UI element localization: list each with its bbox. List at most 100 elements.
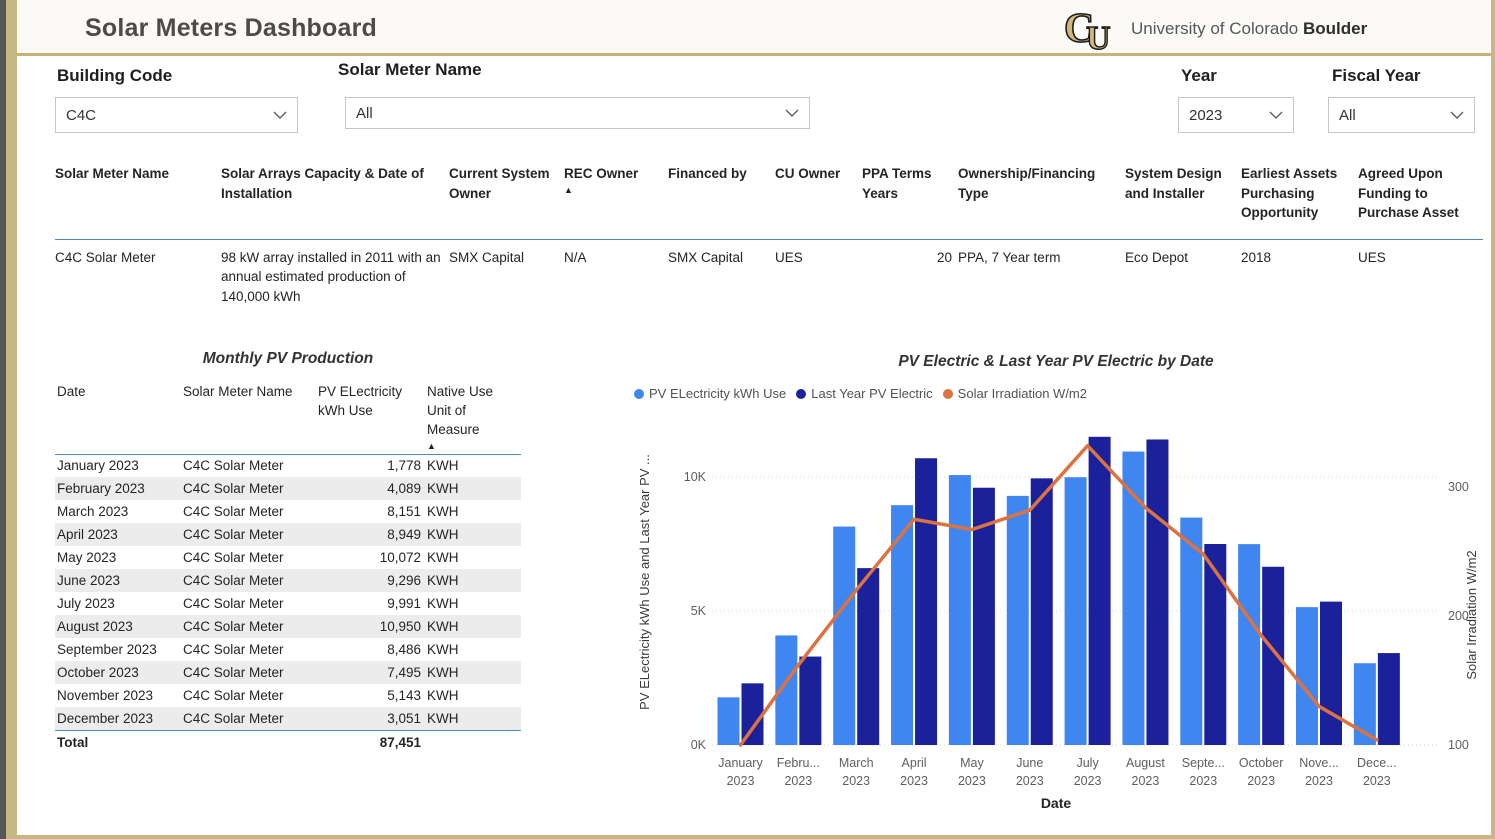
- meter-table-row[interactable]: C4C Solar Meter 98 kW array installed in …: [55, 239, 1483, 312]
- monthly-table-row[interactable]: November 2023 C4C Solar Meter 5,143 KWH: [55, 684, 521, 707]
- bar-pv-electricity[interactable]: [891, 505, 914, 745]
- meter-col-header[interactable]: CU Owner: [775, 158, 862, 240]
- chevron-down-icon: [1450, 111, 1464, 119]
- monthly-col-label: Solar Meter Name: [183, 384, 293, 399]
- bar-last-year-pv[interactable]: [741, 683, 764, 745]
- bar-last-year-pv[interactable]: [972, 487, 995, 745]
- monthly-table-row[interactable]: August 2023 C4C Solar Meter 10,950 KWH: [55, 615, 521, 639]
- page-title: Solar Meters Dashboard: [85, 14, 377, 42]
- sort-slot: [449, 203, 558, 217]
- bar-pv-electricity[interactable]: [1006, 495, 1029, 745]
- monthly-cell: KWH: [425, 477, 521, 501]
- bar-pv-electricity[interactable]: [948, 475, 971, 745]
- monthly-table-row[interactable]: October 2023 C4C Solar Meter 7,495 KWH: [55, 661, 521, 685]
- bar-last-year-pv[interactable]: [915, 458, 938, 745]
- bar-last-year-pv[interactable]: [1377, 653, 1400, 745]
- meter-cell: UES: [775, 249, 803, 265]
- bar-last-year-pv[interactable]: [1204, 544, 1227, 745]
- bar-last-year-pv[interactable]: [799, 656, 822, 745]
- legend-item-pv-electricity[interactable]: PV ELectricity kWh Use: [634, 386, 786, 401]
- monthly-table-row[interactable]: May 2023 C4C Solar Meter 10,072 KWH: [55, 546, 521, 569]
- monthly-table-row[interactable]: January 2023 C4C Solar Meter 1,778 KWH: [55, 454, 521, 477]
- monthly-cell: C4C Solar Meter: [183, 458, 284, 474]
- monthly-table-row[interactable]: March 2023 C4C Solar Meter 8,151 KWH: [55, 500, 521, 523]
- meter-cell: PPA, 7 Year term: [958, 249, 1061, 265]
- monthly-cell: 3,051: [316, 707, 425, 731]
- chevron-down-icon: [1269, 111, 1283, 119]
- bar-last-year-pv[interactable]: [1030, 478, 1053, 745]
- bar-pv-electricity[interactable]: [1353, 663, 1376, 745]
- chart-svg: 0K 5K 10K 100 200 300 January 2023 Febru... 2023 M…: [637, 436, 1479, 811]
- monthly-cell: 8,151: [387, 504, 421, 520]
- monthly-col-header[interactable]: PV ELectricity kWh Use: [316, 380, 425, 455]
- legend-item-irradiation[interactable]: Solar Irradiation W/m2: [942, 386, 1087, 401]
- solar-meter-name-dropdown[interactable]: All: [345, 97, 810, 129]
- meter-col-header[interactable]: Solar Meter Name: [55, 158, 221, 240]
- building-code-dropdown[interactable]: C4C: [55, 97, 298, 133]
- bar-pv-electricity[interactable]: [1238, 544, 1261, 745]
- bar-pv-electricity[interactable]: [1180, 517, 1203, 745]
- meter-col-label: System Design and Installer: [1125, 166, 1222, 201]
- meter-col-header[interactable]: Ownership/Financing Type: [958, 158, 1125, 240]
- monthly-cell: 4,089: [316, 477, 425, 501]
- fiscal-year-dropdown[interactable]: All: [1328, 97, 1475, 133]
- monthly-table-body: January 2023 C4C Solar Meter 1,778 KWH Febru…: [55, 454, 521, 756]
- sort-slot: [183, 402, 312, 415]
- fiscal-year-label: Fiscal Year: [1332, 66, 1421, 85]
- chevron-down-icon: [273, 111, 287, 119]
- chevron-down-icon: [785, 109, 799, 117]
- meter-col-label: PPA Terms Years: [862, 166, 932, 201]
- meter-col-header[interactable]: Solar Arrays Capacity & Date of Installa…: [221, 158, 449, 240]
- meter-col-header[interactable]: Agreed Upon Funding to Purchase Asset: [1358, 158, 1483, 240]
- monthly-table-row[interactable]: September 2023 C4C Solar Meter 8,486 KWH: [55, 638, 521, 661]
- monthly-cell: July 2023: [57, 596, 115, 612]
- monthly-cell: 5,143: [387, 688, 421, 704]
- legend-item-last-year[interactable]: Last Year PV Electric: [796, 386, 933, 401]
- line-solar-irradiation[interactable]: [738, 443, 1379, 747]
- y-left-axis-title: PV ELectricity kWh Use and Last Year PV …: [637, 454, 652, 710]
- meter-col-header[interactable]: Financed by: [668, 158, 775, 240]
- meter-col-header[interactable]: Earliest Assets Purchasing Opportunity: [1241, 158, 1358, 240]
- solar-meter-name-label: Solar Meter Name: [338, 60, 482, 79]
- monthly-cell: May 2023: [57, 550, 117, 566]
- monthly-cell: November 2023: [57, 688, 154, 704]
- bar-last-year-pv[interactable]: [1088, 436, 1111, 745]
- monthly-table-row[interactable]: December 2023 C4C Solar Meter 3,051 KWH: [55, 707, 521, 731]
- y-right-tick: 200: [1448, 609, 1469, 623]
- monthly-col-header[interactable]: Solar Meter Name: [181, 380, 316, 455]
- y-left-tick: 10K: [684, 470, 707, 484]
- monthly-table-row[interactable]: July 2023 C4C Solar Meter 9,991 KWH: [55, 592, 521, 615]
- bar-pv-electricity[interactable]: [775, 635, 798, 745]
- monthly-table-row[interactable]: February 2023 C4C Solar Meter 4,089 KWH: [55, 477, 521, 501]
- bar-pv-electricity[interactable]: [833, 526, 856, 745]
- meter-col-label: Earliest Assets Purchasing Opportunity: [1241, 166, 1338, 221]
- bar-last-year-pv[interactable]: [857, 568, 880, 745]
- monthly-total-row: Total 87,451: [55, 729, 521, 756]
- x-tick: January 2023: [718, 756, 763, 788]
- year-label: Year: [1181, 66, 1217, 85]
- bar-last-year-pv[interactable]: [1262, 566, 1285, 745]
- bar-pv-electricity[interactable]: [1064, 477, 1087, 745]
- meter-col-header[interactable]: System Design and Installer: [1125, 158, 1241, 240]
- meter-col-header[interactable]: Current System Owner: [449, 158, 564, 240]
- bar-pv-electricity[interactable]: [717, 697, 740, 745]
- monthly-table-row[interactable]: June 2023 C4C Solar Meter 9,296 KWH: [55, 569, 521, 593]
- bar-last-year-pv[interactable]: [1320, 601, 1342, 745]
- monthly-cell: 10,072: [379, 550, 421, 566]
- monthly-col-label: Date: [57, 384, 86, 399]
- monthly-col-header[interactable]: Date: [55, 380, 181, 455]
- meter-col-header[interactable]: REC Owner ▲: [564, 158, 668, 240]
- monthly-cell: C4C Solar Meter: [181, 661, 316, 685]
- monthly-table-row[interactable]: April 2023 C4C Solar Meter 8,949 KWH: [55, 523, 521, 547]
- meter-cell: 2018: [1241, 249, 1272, 265]
- meter-col-header[interactable]: PPA Terms Years: [862, 158, 958, 240]
- legend-dot-last-year: [796, 388, 807, 399]
- monthly-cell: C4C Solar Meter: [183, 596, 284, 612]
- meter-cell: SMX Capital: [668, 249, 744, 265]
- bar-last-year-pv[interactable]: [1146, 439, 1169, 745]
- year-dropdown[interactable]: 2023: [1178, 97, 1294, 133]
- bar-pv-electricity[interactable]: [1122, 451, 1145, 745]
- monthly-col-header[interactable]: Native Use Unit of Measure ▲: [425, 380, 521, 455]
- sort-slot: [57, 402, 177, 415]
- bar-pv-electricity[interactable]: [1296, 607, 1318, 745]
